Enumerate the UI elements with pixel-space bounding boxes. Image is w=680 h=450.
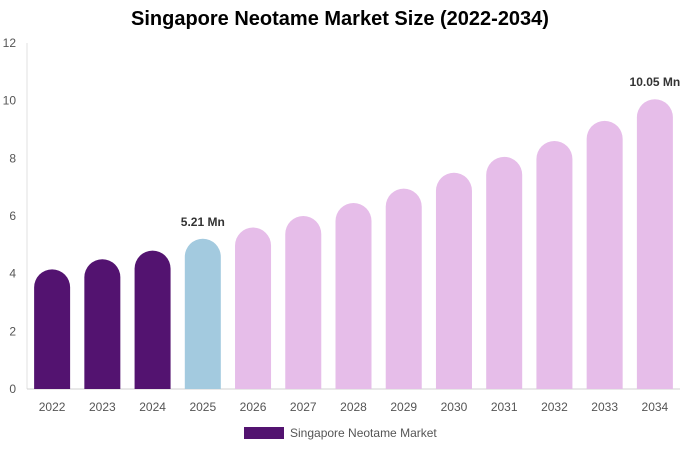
x-tick-label: 2025 <box>189 400 216 414</box>
y-tick-label: 8 <box>9 151 16 165</box>
y-tick-label: 4 <box>9 267 16 281</box>
bar-2033 <box>586 120 623 389</box>
bar-2031 <box>486 156 523 389</box>
x-tick-label: 2023 <box>89 400 116 414</box>
bar-2023 <box>84 259 121 389</box>
x-tick-label: 2024 <box>139 400 166 414</box>
data-label-2025: 5.21 Mn <box>181 215 225 229</box>
y-tick-label: 2 <box>9 324 16 338</box>
x-tick-label: 2026 <box>240 400 267 414</box>
bar-2030 <box>435 172 472 389</box>
y-tick-label: 0 <box>9 382 16 396</box>
x-tick-label: 2033 <box>591 400 618 414</box>
legend: Singapore Neotame Market <box>244 426 437 440</box>
y-tick-label: 12 <box>3 36 17 50</box>
bar-2028 <box>335 203 372 389</box>
x-tick-label: 2022 <box>39 400 66 414</box>
x-tick-label: 2030 <box>441 400 468 414</box>
y-tick-label: 10 <box>3 94 17 108</box>
bar-2026 <box>235 227 272 389</box>
legend-label: Singapore Neotame Market <box>290 426 437 440</box>
x-tick-label: 2032 <box>541 400 568 414</box>
chart-title: Singapore Neotame Market Size (2022-2034… <box>131 8 549 30</box>
bar-2034 <box>636 99 673 389</box>
bar-2029 <box>385 188 422 389</box>
y-tick-label: 6 <box>9 209 16 223</box>
bar-2032 <box>536 141 573 389</box>
x-tick-label: 2028 <box>340 400 367 414</box>
bar-2027 <box>285 216 322 389</box>
data-label-2034: 10.05 Mn <box>630 75 680 89</box>
bar-2022 <box>34 269 71 389</box>
x-tick-label: 2031 <box>491 400 518 414</box>
x-tick-label: 2034 <box>642 400 669 414</box>
legend-swatch <box>244 427 284 439</box>
x-tick-label: 2027 <box>290 400 317 414</box>
bar-2024 <box>134 250 171 389</box>
x-tick-label: 2029 <box>390 400 417 414</box>
bar-2025 <box>184 238 221 389</box>
